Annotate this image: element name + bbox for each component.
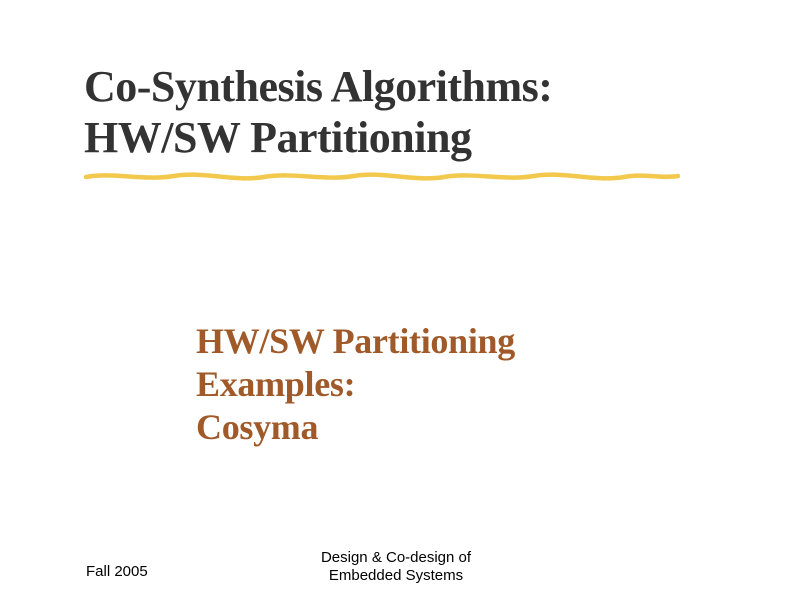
slide-subtitle: HW/SW Partitioning Examples: Cosyma (196, 320, 712, 450)
slide-title: Co-Synthesis Algorithms: HW/SW Partition… (84, 62, 732, 163)
footer-center-line-1: Design & Co-design of (0, 549, 792, 568)
footer-center: Design & Co-design of Embedded Systems (0, 549, 792, 587)
title-line-1: Co-Synthesis Algorithms: (84, 62, 732, 113)
title-line-2: HW/SW Partitioning (84, 113, 732, 164)
title-underline (84, 170, 680, 184)
wavy-underline-icon (84, 170, 680, 184)
subtitle-line-2: Examples: (196, 363, 712, 406)
subtitle-line-1: HW/SW Partitioning (196, 320, 712, 363)
footer-center-line-2: Embedded Systems (0, 567, 792, 586)
subtitle-line-3: Cosyma (196, 406, 712, 449)
